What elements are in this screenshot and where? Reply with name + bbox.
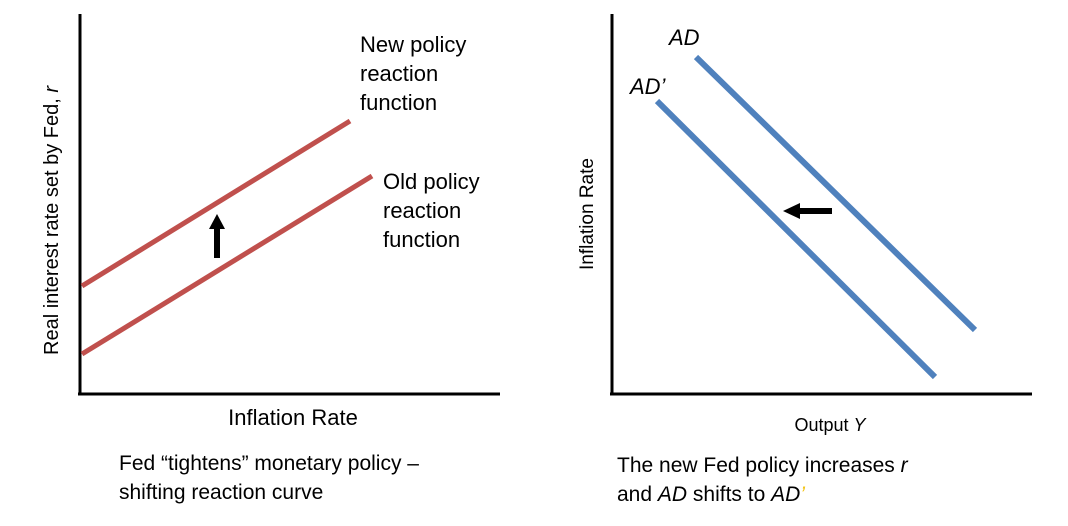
ad-prime-label: AD’ xyxy=(628,74,667,99)
left-x-axis-label: Inflation Rate xyxy=(228,405,358,430)
up-arrow-icon xyxy=(209,214,225,258)
ad-curve-line xyxy=(693,54,978,333)
old-curve-label: Old policy reaction function xyxy=(383,169,486,252)
right-y-axis-label: Inflation Rate xyxy=(577,158,598,270)
old-policy-reaction-line xyxy=(80,173,374,357)
right-caption-line-1: The new Fed policy increases r xyxy=(617,454,909,477)
left-panel: Real interest rate set by Fed, r Inflati… xyxy=(41,14,500,504)
right-caption-line-2: and AD shifts to AD’ xyxy=(617,483,805,506)
ad-prime-curve-line xyxy=(654,98,938,380)
right-x-axis-label: Output Y xyxy=(794,415,867,435)
ad-label: AD xyxy=(667,25,700,50)
left-arrow-icon xyxy=(783,203,832,219)
new-curve-label: New policy reaction function xyxy=(360,32,473,115)
left-caption: Fed “tightens” monetary policy – shiftin… xyxy=(119,452,425,504)
new-policy-reaction-line xyxy=(80,118,352,289)
left-y-axis-label: Real interest rate set by Fed, r xyxy=(41,85,63,355)
right-panel: AD AD’ Inflation Rate Output Y The new F… xyxy=(577,14,1032,506)
